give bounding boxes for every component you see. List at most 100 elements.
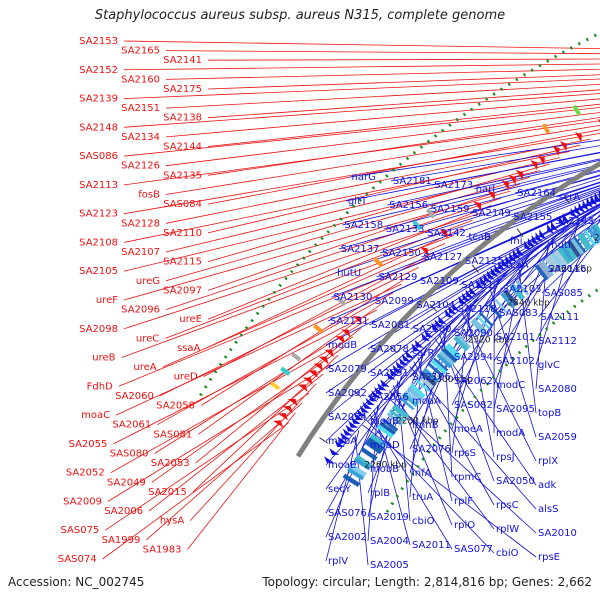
forward-feature-block (269, 381, 281, 391)
reverse-label-connector (504, 210, 600, 266)
reverse-gene-label: rpsJ (496, 452, 515, 463)
reverse-gene-label: SA2129 (379, 272, 418, 283)
forward-gene-arrow (277, 413, 288, 421)
kbp-tick-mark (319, 437, 329, 444)
forward-label-connector (192, 354, 339, 493)
forward-label-connector (165, 112, 600, 167)
reverse-label-connector (409, 325, 449, 474)
forward-label-connector (123, 212, 483, 330)
reverse-gene-label: SA2156 (389, 200, 428, 211)
forward-label-connector (121, 235, 455, 358)
forward-feature-block (290, 352, 302, 362)
reverse-gene-label: rplV (328, 556, 348, 567)
reverse-label-connector (541, 236, 600, 294)
kbp-tick-mark (429, 303, 438, 312)
forward-gene-label: moaC (81, 410, 110, 421)
feature-block (389, 409, 406, 423)
forward-label-connector (165, 68, 600, 80)
forward-label-connector (200, 275, 411, 406)
feature-block (577, 232, 593, 251)
feature-block (573, 236, 587, 253)
reverse-gene-label: mobB (370, 464, 399, 475)
forward-label-connector (203, 250, 437, 378)
feature-block (342, 473, 361, 487)
feature-block (386, 412, 403, 426)
forward-gene-label: SA2058 (156, 401, 195, 412)
feature-block (479, 311, 494, 327)
reverse-gene-label: moaD (370, 440, 400, 451)
reverse-gene-label: SA2103 (503, 284, 542, 295)
reverse-gene-label: SA2054 (328, 412, 367, 423)
forward-label-connector (113, 309, 378, 445)
forward-label-connector (105, 392, 310, 531)
reverse-gene-arrow (469, 286, 477, 296)
forward-gene-label: SA2107 (121, 247, 160, 258)
reverse-gene-arrow (405, 350, 414, 359)
reverse-label-connector (390, 145, 600, 182)
reverse-gene-label: SA2111 (541, 312, 580, 323)
reverse-gene-arrow (578, 202, 586, 213)
forward-gene-label: SA2152 (79, 65, 118, 76)
reverse-gene-label: narG (352, 172, 376, 183)
reverse-gene-label: SA2125 (465, 256, 504, 267)
reverse-gene-label: rpsE (538, 552, 560, 563)
gene-labels: 2480 kbp2460 kbp2440 kbp2420 kbp2400 kbp… (58, 36, 600, 571)
forward-gene-label: SA2108 (79, 237, 118, 248)
reverse-gene-label: SA2143 (555, 216, 594, 227)
reverse-gene-label: SA2150 (382, 248, 421, 259)
reverse-gene-label: SA2159 (431, 204, 470, 215)
forward-gene-label: SA2128 (121, 218, 160, 229)
reverse-gene-arrow (551, 221, 558, 231)
reverse-label-connector (325, 221, 575, 370)
forward-label-connector (165, 138, 591, 224)
forward-gene-arrow (574, 132, 583, 143)
reverse-gene-arrow (486, 270, 495, 280)
forward-label-connector (151, 345, 346, 483)
reverse-gene-label: rpsC (496, 500, 519, 511)
reverse-gene-label: SA2142 (427, 228, 466, 239)
reverse-gene-label: SA2102 (496, 356, 535, 367)
reverse-gene-label: SA2158 (344, 220, 383, 231)
reverse-gene-label: gltT (348, 196, 368, 207)
reverse-gene-label: tcaB (469, 232, 492, 243)
gc-skew-outer-ring (199, 31, 600, 397)
forward-gene-arrow (282, 405, 293, 414)
forward-gene-arrow (559, 141, 568, 152)
reverse-label-connector (387, 158, 600, 206)
reverse-label-connector (421, 189, 600, 258)
reverse-gene-label: mobA (328, 436, 357, 447)
forward-gene-arrow (508, 175, 516, 185)
forward-gene-label: SA2151 (121, 103, 160, 114)
forward-gene-label: SA2049 (107, 477, 146, 488)
reverse-gene-label: hutI (551, 240, 571, 251)
reverse-gene-label: rplF (454, 496, 473, 507)
reverse-label-connector (338, 175, 600, 250)
forward-label-connector (189, 383, 317, 521)
reverse-gene-arrow (398, 357, 408, 366)
feature-block (409, 383, 426, 399)
forward-label-connector (165, 157, 560, 253)
feature-block (550, 252, 565, 269)
forward-gene-label: SA2134 (121, 132, 160, 143)
forward-label-connector (123, 40, 600, 50)
reverse-label-connector (385, 394, 537, 534)
reverse-gene-arrow (371, 390, 381, 398)
forward-gene-label: SA2055 (69, 439, 108, 450)
reverse-gene-arrow (374, 386, 384, 395)
reverse-label-connector (342, 164, 600, 226)
reverse-gene-arrow (562, 213, 570, 223)
reverse-label-connector (409, 274, 505, 426)
kbp-tick-label: 2280 kbp (396, 417, 439, 427)
reverse-gene-label: moaB (370, 416, 399, 427)
reverse-gene-arrow (462, 292, 471, 302)
reverse-gene-arrow (531, 235, 539, 245)
reverse-label-connector (511, 185, 600, 218)
reverse-gene-arrow (368, 394, 378, 402)
reverse-label-connector (325, 290, 486, 442)
forward-gene-label: SA2015 (148, 487, 187, 498)
forward-gene-arrow (530, 160, 538, 171)
reverse-label-connector (367, 404, 379, 542)
forward-gene-label: SA2009 (63, 496, 102, 507)
reverse-label-connector (325, 342, 432, 490)
